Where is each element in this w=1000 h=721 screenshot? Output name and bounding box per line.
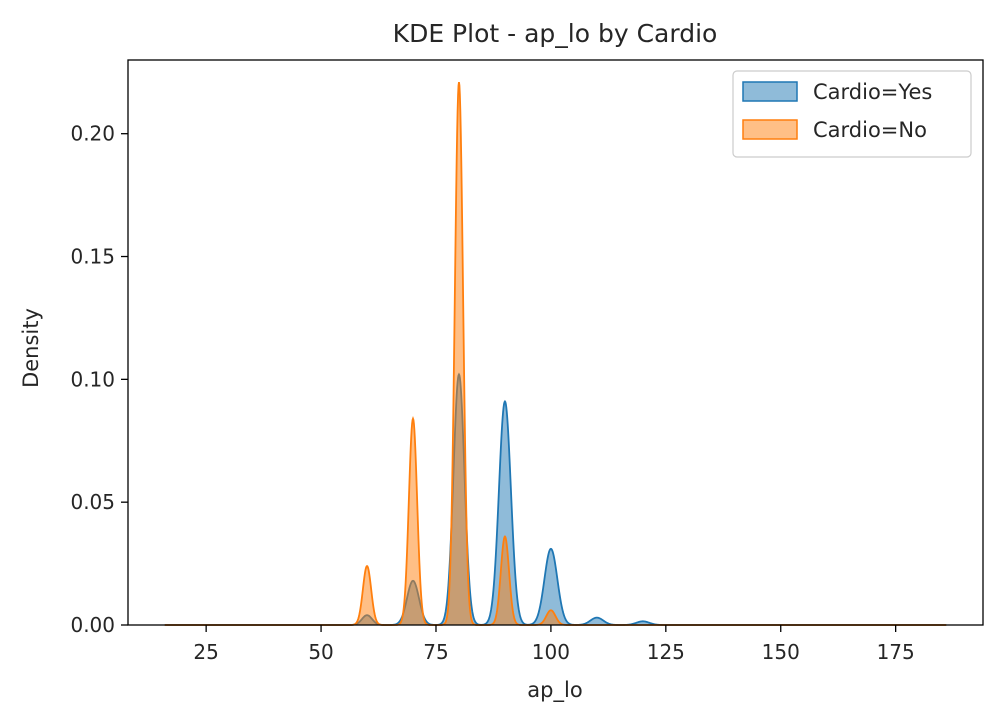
y-tick-label: 0.00 — [70, 613, 115, 637]
legend: Cardio=Yes Cardio=No — [732, 70, 972, 158]
density-area-cardio-yes — [164, 374, 947, 625]
x-tick-label: 25 — [193, 640, 218, 664]
y-tick-label: 0.05 — [70, 490, 115, 514]
x-tick-label: 50 — [308, 640, 333, 664]
x-tick-label: 100 — [532, 640, 570, 664]
y-tick-label: 0.10 — [70, 367, 115, 391]
legend-swatch — [742, 81, 798, 102]
y-tick-label: 0.20 — [70, 122, 115, 146]
axes-frame — [127, 59, 984, 626]
density-area-cardio-no — [164, 82, 947, 626]
x-tick-label: 75 — [423, 640, 448, 664]
y-axis-label: Density — [19, 308, 43, 388]
axes: 25 50 75 100 125 150 175 0.00 0.05 0.10 0.15 0.20 — [70, 59, 984, 664]
legend-label: Cardio=Yes — [813, 80, 932, 104]
x-tick-label: 150 — [762, 640, 800, 664]
density-line-cardio-no — [164, 81, 947, 626]
chart-title: KDE Plot - ap_lo by Cardio — [393, 19, 718, 48]
x-tick-label: 125 — [647, 640, 685, 664]
legend-swatch — [742, 119, 798, 140]
y-tick-label: 0.15 — [70, 245, 115, 269]
plot-area — [164, 81, 947, 626]
x-tick-label: 175 — [877, 640, 915, 664]
legend-label: Cardio=No — [813, 118, 927, 142]
x-axis-label: ap_lo — [527, 678, 582, 703]
